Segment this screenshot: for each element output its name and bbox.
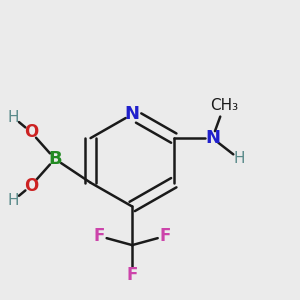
Text: B: B — [48, 150, 62, 168]
Text: N: N — [125, 105, 140, 123]
Text: CH₃: CH₃ — [210, 98, 238, 113]
Text: H: H — [8, 193, 19, 208]
Text: H: H — [233, 152, 245, 166]
Text: F: F — [159, 227, 170, 245]
Text: F: F — [94, 227, 105, 245]
Text: O: O — [24, 123, 38, 141]
Text: O: O — [24, 177, 38, 195]
Text: F: F — [127, 266, 138, 284]
Text: N: N — [205, 129, 220, 147]
Text: H: H — [8, 110, 19, 125]
